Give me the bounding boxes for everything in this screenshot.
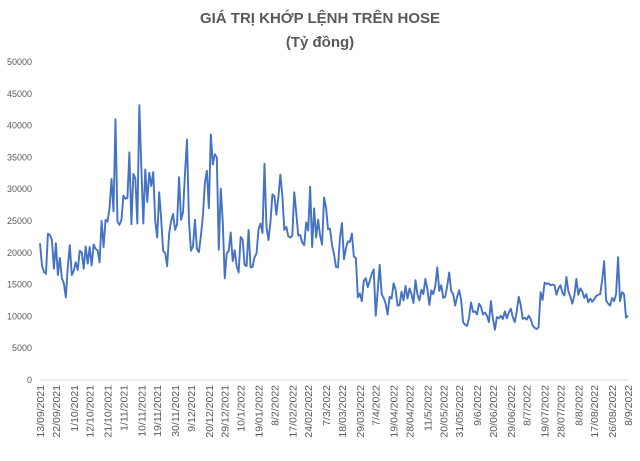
- x-tick-label: 19/04/2022: [389, 385, 401, 438]
- x-tick-label: 18/03/2022: [337, 385, 349, 438]
- x-tick-label: 19/11/2021: [152, 385, 164, 437]
- x-tick-label: 19/07/2022: [540, 385, 552, 438]
- chart-title: GIÁ TRỊ KHỚP LỆNH TRÊN HOSE: [200, 9, 440, 27]
- x-tick-label: 24/02/2022: [303, 385, 315, 438]
- x-tick-label: 11/5/2022: [422, 385, 434, 431]
- x-tick-label: 17/02/2022: [287, 385, 299, 438]
- x-tick-label: 8/7/2022: [522, 385, 534, 426]
- x-tick-label: 21/10/2021: [103, 385, 115, 438]
- x-tick-label: 30/11/2021: [170, 385, 182, 437]
- x-tick-label: 20/06/2022: [488, 385, 500, 438]
- x-tick-label: 10/1/2022: [236, 385, 248, 432]
- y-tick-label: 45000: [7, 89, 32, 99]
- x-tick-label: 1/11/2021: [118, 385, 130, 431]
- y-tick-label: 10000: [7, 311, 32, 321]
- x-tick-label: 20/05/2022: [438, 385, 450, 438]
- x-tick-label: 7/3/2022: [321, 385, 333, 426]
- x-tick-label: 8/8/2022: [573, 385, 585, 426]
- chart-subtitle: (Tỷ đồng): [286, 34, 354, 51]
- x-tick-label: 8/2/2022: [269, 385, 281, 426]
- y-axis: 0 5000 10000 15000 20000 25000 30000 35000 40000…: [7, 57, 32, 385]
- x-tick-label: 13/09/2021: [35, 385, 47, 438]
- x-tick-label: 29/12/2021: [220, 385, 232, 438]
- y-tick-label: 0: [27, 375, 32, 385]
- x-tick-label: 29/06/2022: [506, 385, 518, 438]
- x-tick-label: 9/6/2022: [472, 385, 484, 426]
- x-tick-label: 29/03/2022: [355, 385, 367, 438]
- y-tick-label: 25000: [7, 216, 32, 226]
- x-tick-label: 9/12/2021: [186, 385, 198, 432]
- x-tick-label: 12/10/2021: [85, 385, 97, 438]
- x-tick-label: 22/09/2021: [51, 385, 63, 438]
- y-tick-label: 40000: [7, 121, 32, 131]
- x-tick-label: 10/11/2021: [136, 385, 148, 437]
- y-tick-label: 20000: [7, 248, 32, 258]
- x-tick-label: 20/12/2021: [204, 385, 216, 438]
- x-axis: 13/09/2021 22/09/2021 1/10/2021 12/10/2021 2…: [35, 385, 635, 438]
- x-tick-label: 28/04/2022: [404, 385, 416, 438]
- x-tick-label: 1/10/2021: [69, 385, 81, 432]
- y-tick-label: 50000: [7, 57, 32, 67]
- y-tick-label: 30000: [7, 184, 32, 194]
- x-tick-label: 28/07/2022: [555, 385, 567, 438]
- x-tick-label: 26/08/2022: [607, 385, 619, 438]
- y-tick-label: 15000: [7, 280, 32, 290]
- x-tick-label: 8/9/2022: [623, 385, 635, 426]
- x-tick-label: 19/01/2022: [254, 385, 266, 438]
- y-tick-label: 5000: [12, 343, 32, 353]
- x-tick-label: 31/05/2022: [454, 385, 466, 438]
- series-line: [39, 104, 629, 331]
- x-tick-label: 17/08/2022: [589, 385, 601, 438]
- y-tick-label: 35000: [7, 152, 32, 162]
- x-tick-label: 7/4/2022: [371, 385, 383, 426]
